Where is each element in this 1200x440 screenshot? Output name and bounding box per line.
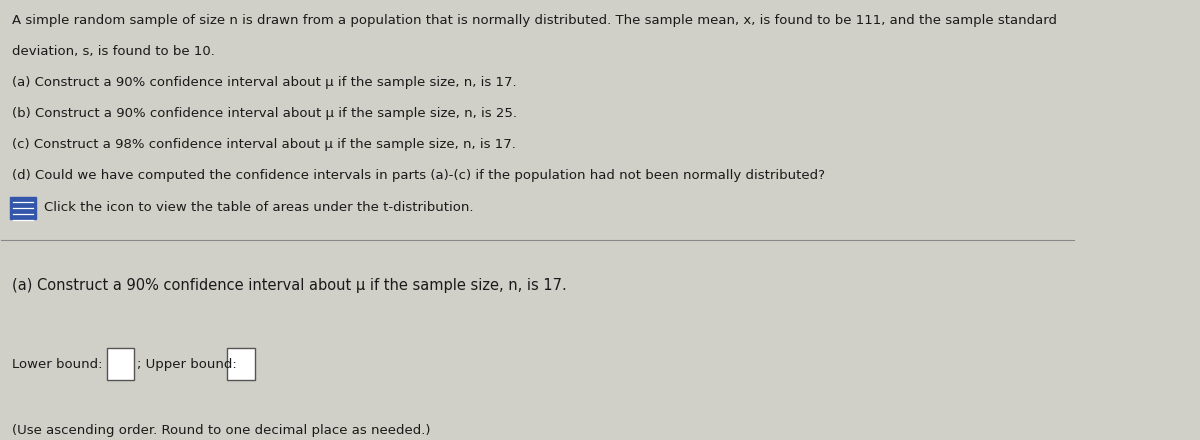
Text: deviation, s, is found to be 10.: deviation, s, is found to be 10. [12,45,215,58]
Text: (c) Construct a 98% confidence interval about μ if the sample size, n, is 17.: (c) Construct a 98% confidence interval … [12,138,516,151]
Text: (b) Construct a 90% confidence interval about μ if the sample size, n, is 25.: (b) Construct a 90% confidence interval … [12,107,517,120]
Text: (d) Could we have computed the confidence intervals in parts (a)-(c) if the popu: (d) Could we have computed the confidenc… [12,169,826,182]
Bar [10,197,36,220]
Text: A simple random sample of size n is drawn from a population that is normally dis: A simple random sample of size n is draw… [12,14,1057,27]
Text: (a) Construct a 90% confidence interval about μ if the sample size, n, is 17.: (a) Construct a 90% confidence interval … [12,76,517,89]
Text: (Use ascending order. Round to one decimal place as needed.): (Use ascending order. Round to one decim… [12,424,431,437]
Text: Click the icon to view the table of areas under the t-distribution.: Click the icon to view the table of area… [44,201,474,214]
Text: Lower bound:: Lower bound: [12,358,103,370]
Text: ; Upper bound:: ; Upper bound: [137,358,236,370]
Text: (a) Construct a 90% confidence interval about μ if the sample size, n, is 17.: (a) Construct a 90% confidence interval … [12,278,566,293]
Bar [227,348,254,380]
Bar [107,348,134,380]
